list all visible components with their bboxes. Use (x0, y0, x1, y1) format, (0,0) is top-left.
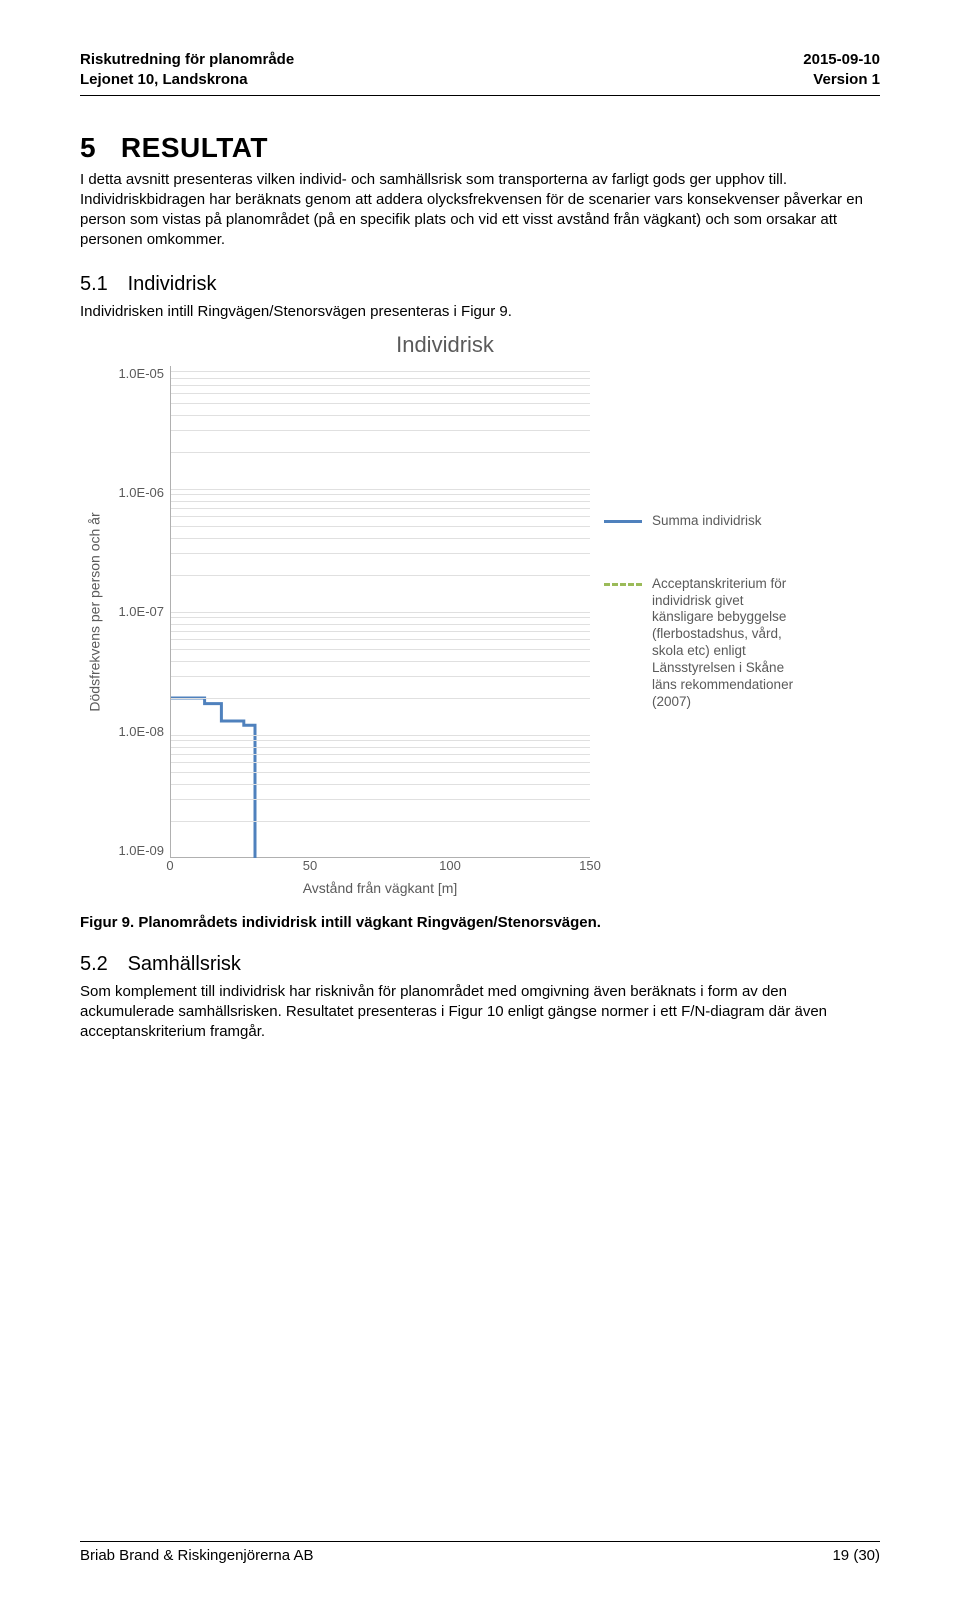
header-right: 2015-09-10 Version 1 (803, 50, 880, 91)
chart-gridline-minor (171, 526, 590, 527)
legend-swatch-green (604, 583, 642, 586)
chart-xlabel: Avstånd från vägkant [m] (170, 880, 590, 896)
legend-swatch-blue (604, 520, 642, 523)
chart-gridline-minor (171, 516, 590, 517)
section-5-2-para: Som komplement till individrisk har risk… (80, 982, 880, 1043)
chart-gridline-minor (171, 676, 590, 677)
page-footer: Briab Brand & Riskingenjörerna AB 19 (30… (80, 1547, 880, 1564)
header-doc-title: Riskutredning för planområde (80, 50, 294, 70)
header-date: 2015-09-10 (803, 50, 880, 70)
chart-gridline-minor (171, 430, 590, 431)
section-5-para: I detta avsnitt presenteras vilken indiv… (80, 170, 880, 251)
chart-gridline-minor (171, 501, 590, 502)
chart-gridline-minor (171, 575, 590, 576)
chart-gridline-minor (171, 649, 590, 650)
section-5-title: RESULTAT (121, 132, 268, 163)
figure-9-caption: Figur 9. Planområdets individrisk intill… (80, 914, 880, 931)
chart-gridline-major (171, 735, 590, 736)
figure-9-text: Planområdets individrisk intill vägkant … (138, 914, 601, 931)
chart-gridline-minor (171, 631, 590, 632)
chart-ylabel-col: Dödsfrekvens per person och år (80, 366, 110, 858)
section-5-heading: 5 RESULTAT (80, 132, 880, 164)
chart-body: Dödsfrekvens per person och år 1.0E-051.… (80, 366, 810, 858)
chart-xtick: 150 (579, 858, 601, 873)
footer-page-number: 19 (30) (832, 1547, 880, 1564)
chart-ytick: 1.0E-06 (118, 485, 164, 500)
chart-legend: Summa individrisk Acceptanskriterium för… (590, 366, 800, 858)
chart-ytick: 1.0E-08 (118, 724, 164, 739)
chart-gridline-minor (171, 508, 590, 509)
chart-ytick: 1.0E-07 (118, 604, 164, 619)
section-5-1-para: Individrisken intill Ringvägen/Stenorsvä… (80, 302, 880, 322)
chart-ytick: 1.0E-05 (118, 366, 164, 381)
chart-xtick: 0 (166, 858, 173, 873)
chart-series-line (171, 698, 255, 858)
chart-gridline-minor (171, 494, 590, 495)
chart-ytick: 1.0E-09 (118, 843, 164, 858)
chart-title: Individrisk (80, 332, 810, 358)
footer-company: Briab Brand & Riskingenjörerna AB (80, 1547, 313, 1564)
figure-9-label: Figur 9. (80, 914, 134, 931)
chart-yticks: 1.0E-05 1.0E-06 1.0E-07 1.0E-08 1.0E-09 (110, 366, 170, 858)
chart-gridline-minor (171, 784, 590, 785)
chart-gridline-minor (171, 799, 590, 800)
chart-gridline-minor (171, 762, 590, 763)
section-5-2-num: 5.2 (80, 953, 122, 976)
chart-gridline-minor (171, 772, 590, 773)
footer-rule (80, 1541, 880, 1542)
legend-label-summa: Summa individrisk (652, 513, 762, 530)
header-version: Version 1 (803, 70, 880, 90)
chart-gridline-minor (171, 553, 590, 554)
section-5-1-heading: 5.1 Individrisk (80, 273, 880, 296)
section-5-num: 5 (80, 132, 96, 163)
chart-gridline-minor (171, 415, 590, 416)
chart-gridline-minor (171, 821, 590, 822)
chart-plot-area (170, 366, 590, 858)
chart-xtick: 100 (439, 858, 461, 873)
header-rule (80, 95, 880, 96)
chart-gridline-minor (171, 393, 590, 394)
chart-gridline-minor (171, 698, 590, 699)
chart-gridline-major (171, 489, 590, 490)
chart-gridline-minor (171, 639, 590, 640)
section-5-1-num: 5.1 (80, 273, 122, 296)
legend-item-summa: Summa individrisk (604, 513, 800, 530)
chart-gridline-minor (171, 754, 590, 755)
header-left: Riskutredning för planområde Lejonet 10,… (80, 50, 294, 91)
chart-ylabel: Dödsfrekvens per person och år (87, 512, 103, 711)
chart-gridline-minor (171, 624, 590, 625)
header-doc-subtitle: Lejonet 10, Landskrona (80, 70, 294, 90)
chart-gridline-major (171, 612, 590, 613)
individrisk-chart: Individrisk Dödsfrekvens per person och … (80, 332, 810, 896)
chart-xtick: 50 (303, 858, 317, 873)
page: Riskutredning för planområde Lejonet 10,… (0, 0, 960, 1604)
section-5-2-heading: 5.2 Samhällsrisk (80, 953, 880, 976)
chart-gridline-minor (171, 747, 590, 748)
chart-gridline-minor (171, 740, 590, 741)
chart-gridline-minor (171, 385, 590, 386)
section-5-1-title: Individrisk (128, 273, 217, 295)
page-header: Riskutredning för planområde Lejonet 10,… (80, 50, 880, 91)
chart-gridline-minor (171, 538, 590, 539)
chart-gridline-minor (171, 403, 590, 404)
chart-gridline-minor (171, 452, 590, 453)
chart-gridline-minor (171, 617, 590, 618)
legend-item-acceptans: Acceptanskriterium för individrisk givet… (604, 576, 800, 711)
legend-label-acceptans: Acceptanskriterium för individrisk givet… (652, 576, 800, 711)
chart-gridline-minor (171, 661, 590, 662)
section-5-2-title: Samhällsrisk (128, 953, 241, 975)
chart-gridline-minor (171, 371, 590, 372)
chart-xticks: 050100150 (170, 858, 590, 878)
chart-gridline-minor (171, 378, 590, 379)
